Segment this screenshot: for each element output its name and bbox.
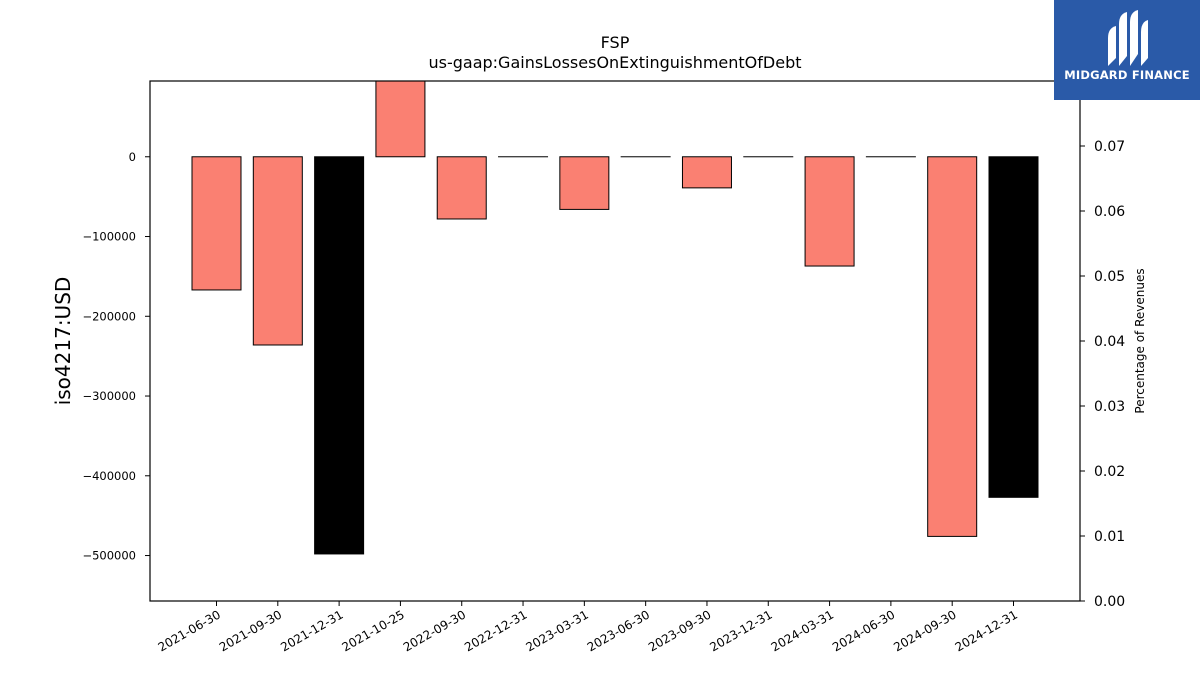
y-tick-label: −100000 [82,230,136,244]
bar-2021-06-30 [191,156,242,291]
y2-tick-label: 0.02 [1094,464,1125,480]
bar-2024-03-31 [804,156,855,267]
y-tick-label: −200000 [82,309,136,323]
bar-2022-09-30 [436,156,487,220]
x-tick-label: 2024-09-30 [891,607,958,654]
bar-2021-10-25 [375,80,426,158]
y2-tick-label: 0.03 [1094,399,1125,415]
x-tick-label: 2023-09-30 [646,607,713,654]
y-tick-label: −300000 [82,389,136,403]
y-axis-label: iso4217:USD [51,277,75,406]
x-tick-label: 2022-12-31 [462,607,529,654]
y2-axis-label: Percentage of Revenues [1133,268,1147,413]
y2-tick-label: 0.07 [1094,139,1125,155]
x-tick-label: 2021-09-30 [217,607,284,654]
y2-tick-label: 0.06 [1094,204,1125,220]
x-axis: 2021-06-302021-09-302021-12-312021-10-25… [156,601,1020,654]
y2-tick-label: 0.05 [1094,269,1125,285]
bar-2021-12-31 [314,156,365,555]
x-tick-label: 2023-12-31 [707,607,774,654]
bar-2021-09-30 [252,156,303,346]
x-tick-label: 2024-06-30 [830,607,897,654]
y-axis-right: 0.00 0.01 0.02 0.03 0.04 0.05 0.06 0.07 [1080,139,1125,610]
bar-2024-12-31 [988,156,1039,498]
bar-2023-09-30 [681,156,732,189]
x-tick-label: 2024-12-31 [953,607,1020,654]
chart-title: FSP [601,33,630,52]
y-tick-label: −400000 [82,469,136,483]
y-axis-left: 0 −100000 −200000 −300000 −400000 −500000 [82,150,150,563]
brand-logo: MIDGARD FINANCE [1054,0,1200,100]
y-tick-label: 0 [129,150,136,164]
bars-group [191,80,1039,555]
x-tick-label: 2024-03-31 [769,607,836,654]
y2-tick-label: 0.04 [1094,334,1125,350]
chart-subtitle: us-gaap:GainsLossesOnExtinguishmentOfDeb… [428,53,801,72]
y2-tick-label: 0.01 [1094,529,1125,545]
midgard-logo-icon [1108,10,1148,66]
bar-2023-03-31 [559,156,610,210]
bar-2024-09-30 [927,156,978,537]
x-tick-label: 2021-12-31 [278,607,345,654]
x-tick-label: 2021-10-25 [340,607,407,654]
y2-tick-label: 0.00 [1094,594,1125,610]
y-tick-label: −500000 [82,549,136,563]
brand-logo-text: MIDGARD FINANCE [1064,68,1190,82]
x-tick-label: 2023-06-30 [585,607,652,654]
x-tick-label: 2022-09-30 [401,607,468,654]
x-tick-label: 2021-06-30 [156,607,223,654]
x-tick-label: 2023-03-31 [523,607,590,654]
